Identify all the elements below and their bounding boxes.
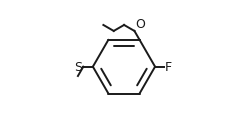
Text: O: O [134, 18, 144, 30]
Text: S: S [74, 61, 82, 74]
Text: F: F [164, 61, 171, 74]
